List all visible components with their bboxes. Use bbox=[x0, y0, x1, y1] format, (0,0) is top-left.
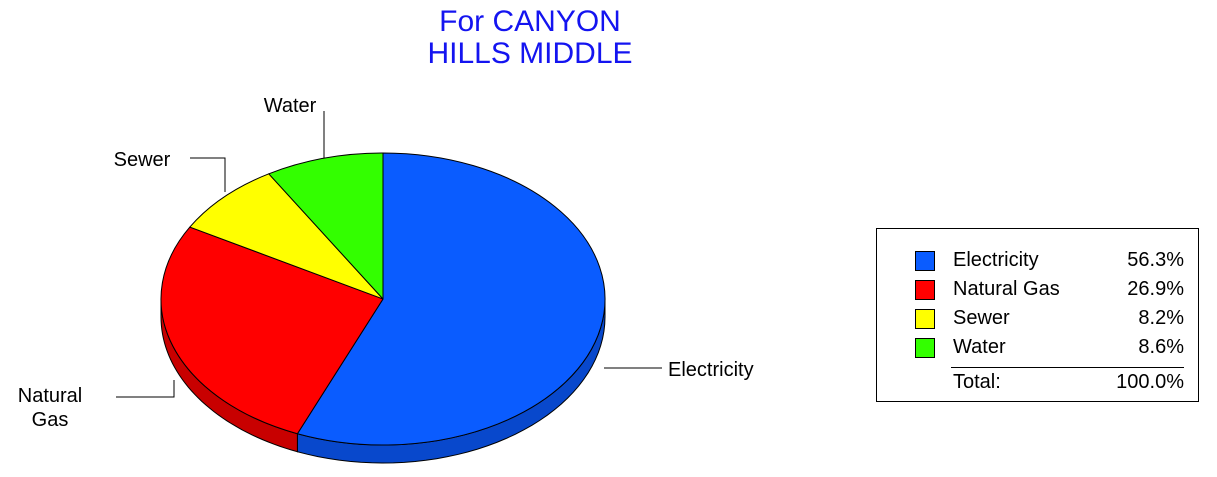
legend-label-electricity: Electricity bbox=[953, 249, 1039, 271]
legend-value-electricity: 56.3% bbox=[1127, 249, 1184, 271]
legend-total-row: Total: 100.0% bbox=[877, 371, 1198, 399]
legend-item-sewer: Sewer 8.2% bbox=[877, 307, 1198, 335]
callout-label-natural-gas-line-2: Gas bbox=[32, 409, 69, 431]
pie-slice-sewer bbox=[189, 173, 384, 300]
callout-label-sewer: Sewer bbox=[114, 149, 171, 171]
chart-title-line-1: For CANYON bbox=[439, 5, 621, 38]
legend-total-label: Total: bbox=[953, 371, 1001, 393]
callout-label-natural-gas-line-1: Natural bbox=[18, 385, 82, 407]
chart-title-line-2: HILLS MIDDLE bbox=[427, 37, 633, 70]
legend-item-natural-gas: Natural Gas 26.9% bbox=[877, 278, 1198, 306]
callout-line-sewer bbox=[190, 157, 226, 192]
callout-label-electricity: Electricity bbox=[668, 359, 754, 381]
legend-item-electricity: Electricity 56.3% bbox=[877, 249, 1198, 277]
legend-value-water: 8.6% bbox=[1138, 336, 1184, 358]
pie-slice-electricity bbox=[296, 152, 606, 446]
callout-line-natural-gas bbox=[116, 380, 175, 398]
legend: Electricity 56.3% Natural Gas 26.9% Sewe… bbox=[876, 228, 1199, 402]
legend-swatch-sewer bbox=[915, 309, 935, 329]
legend-item-water: Water 8.6% bbox=[877, 336, 1198, 364]
legend-swatch-natural-gas bbox=[915, 280, 935, 300]
legend-label-natural-gas: Natural Gas bbox=[953, 278, 1060, 300]
legend-swatch-electricity bbox=[915, 251, 935, 271]
legend-label-sewer: Sewer bbox=[953, 307, 1010, 329]
pie-slice-water bbox=[268, 152, 384, 300]
chart-title: For CANYON HILLS MIDDLE bbox=[330, 6, 730, 70]
legend-label-water: Water bbox=[953, 336, 1006, 358]
legend-value-sewer: 8.2% bbox=[1138, 307, 1184, 329]
callout-label-water: Water bbox=[264, 95, 317, 117]
pie-slices bbox=[160, 152, 606, 446]
legend-total-value: 100.0% bbox=[1116, 371, 1184, 393]
legend-total-divider bbox=[951, 367, 1184, 368]
legend-value-natural-gas: 26.9% bbox=[1127, 278, 1184, 300]
legend-swatch-water bbox=[915, 338, 935, 358]
